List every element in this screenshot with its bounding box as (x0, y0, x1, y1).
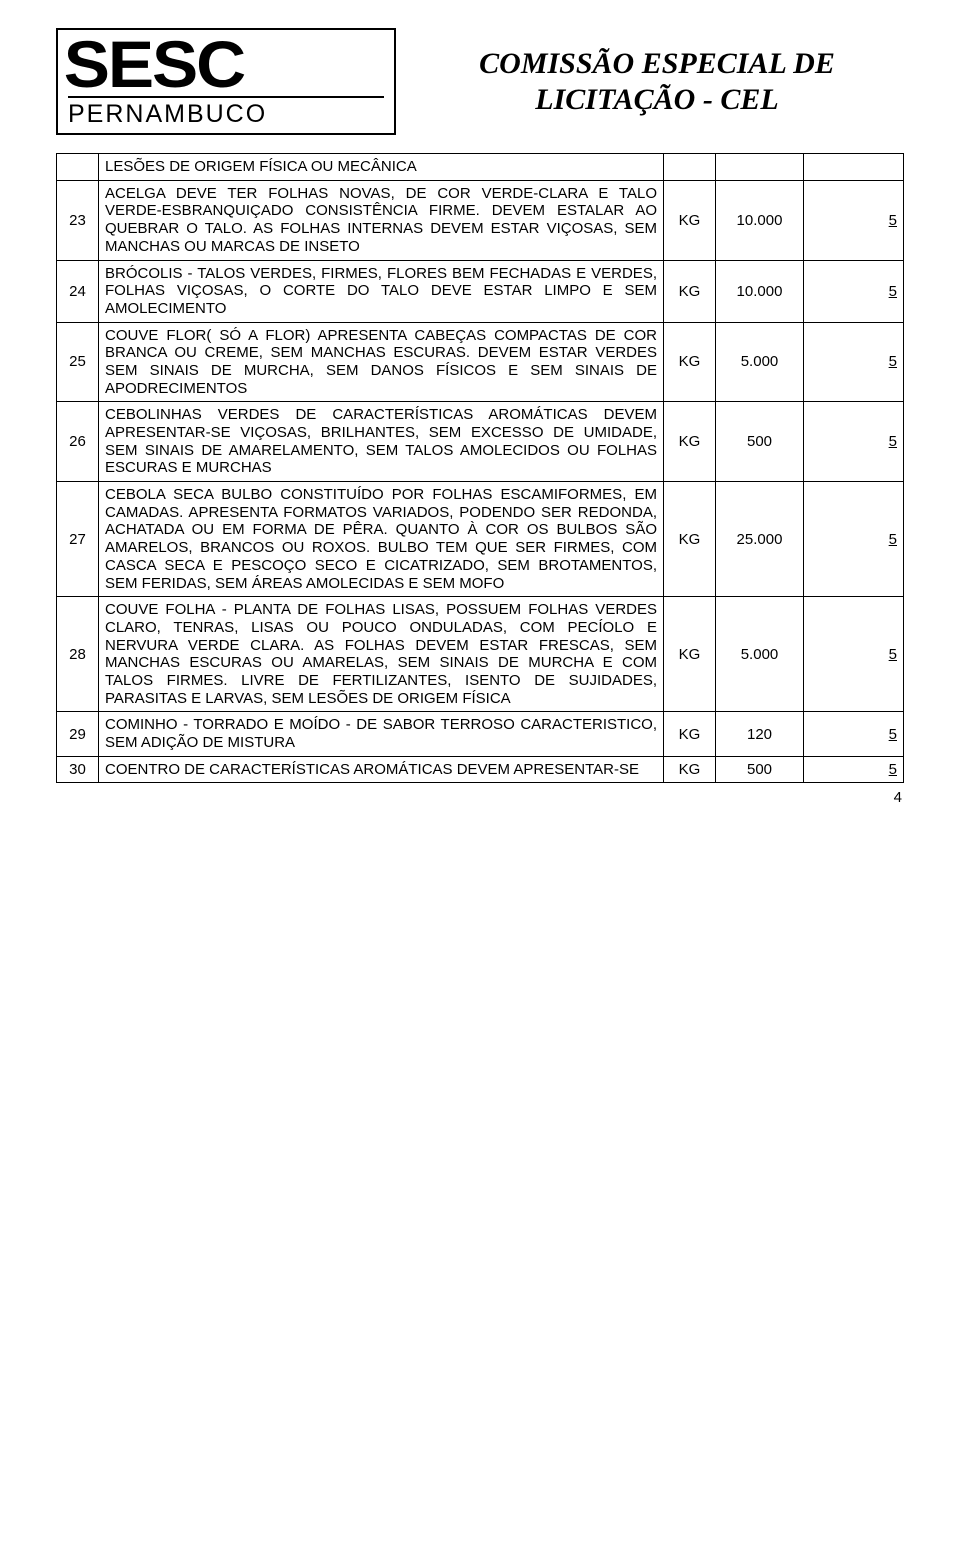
cell-last: 5 (804, 180, 904, 260)
cell-last: 5 (804, 756, 904, 783)
cell-desc: COMINHO - TORRADO E MOÍDO - DE SABOR TER… (99, 712, 664, 756)
table-row: 30 COENTRO DE CARACTERÍSTICAS AROMÁTICAS… (57, 756, 904, 783)
cell-unit: KG (664, 597, 716, 712)
page-number: 4 (56, 789, 904, 806)
cell-desc: ACELGA DEVE TER FOLHAS NOVAS, DE COR VER… (99, 180, 664, 260)
cell-num: 29 (57, 712, 99, 756)
cell-last: 5 (804, 712, 904, 756)
cell-qty: 120 (716, 712, 804, 756)
header: SESC PERNAMBUCO COMISSÃO ESPECIAL DE LIC… (56, 28, 904, 135)
cell-qty: 25.000 (716, 482, 804, 597)
cell-num: 24 (57, 260, 99, 322)
table-row: 24 BRÓCOLIS - TALOS VERDES, FIRMES, FLOR… (57, 260, 904, 322)
cell-qty: 500 (716, 756, 804, 783)
cell-unit: KG (664, 756, 716, 783)
cell-unit-empty (664, 154, 716, 181)
items-table: LESÕES DE ORIGEM FÍSICA OU MECÂNICA 23 A… (56, 153, 904, 783)
cell-unit: KG (664, 402, 716, 482)
cell-last: 5 (804, 260, 904, 322)
title-line-1: COMISSÃO ESPECIAL DE (479, 46, 835, 82)
cell-desc: CEBOLINHAS VERDES DE CARACTERÍSTICAS ARO… (99, 402, 664, 482)
cell-num: 23 (57, 180, 99, 260)
cell-desc: CEBOLA SECA BULBO CONSTITUÍDO POR FOLHAS… (99, 482, 664, 597)
cell-unit: KG (664, 180, 716, 260)
cell-last: 5 (804, 402, 904, 482)
logo-main: SESC (64, 36, 244, 92)
cell-unit: KG (664, 260, 716, 322)
cell-unit: KG (664, 322, 716, 402)
cell-last: 5 (804, 482, 904, 597)
cell-last: 5 (804, 597, 904, 712)
table-row-header-continuation: LESÕES DE ORIGEM FÍSICA OU MECÂNICA (57, 154, 904, 181)
cell-num: 28 (57, 597, 99, 712)
cell-last: 5 (804, 322, 904, 402)
cell-desc-top: LESÕES DE ORIGEM FÍSICA OU MECÂNICA (99, 154, 664, 181)
cell-qty: 5.000 (716, 322, 804, 402)
cell-desc: COUVE FOLHA - PLANTA DE FOLHAS LISAS, PO… (99, 597, 664, 712)
cell-desc: COENTRO DE CARACTERÍSTICAS AROMÁTICAS DE… (99, 756, 664, 783)
table-row: 26 CEBOLINHAS VERDES DE CARACTERÍSTICAS … (57, 402, 904, 482)
title-box: COMISSÃO ESPECIAL DE LICITAÇÃO - CEL (410, 28, 904, 135)
cell-qty: 10.000 (716, 260, 804, 322)
cell-qty-empty (716, 154, 804, 181)
cell-num: 30 (57, 756, 99, 783)
table-row: 28 COUVE FOLHA - PLANTA DE FOLHAS LISAS,… (57, 597, 904, 712)
cell-last-empty (804, 154, 904, 181)
page: SESC PERNAMBUCO COMISSÃO ESPECIAL DE LIC… (0, 0, 960, 826)
table-row: 29 COMINHO - TORRADO E MOÍDO - DE SABOR … (57, 712, 904, 756)
cell-desc: COUVE FLOR( SÓ A FLOR) APRESENTA CABEÇAS… (99, 322, 664, 402)
cell-qty: 500 (716, 402, 804, 482)
cell-num-empty (57, 154, 99, 181)
table-row: 25 COUVE FLOR( SÓ A FLOR) APRESENTA CABE… (57, 322, 904, 402)
cell-unit: KG (664, 712, 716, 756)
cell-qty: 5.000 (716, 597, 804, 712)
cell-desc: BRÓCOLIS - TALOS VERDES, FIRMES, FLORES … (99, 260, 664, 322)
logo-sub: PERNAMBUCO (68, 100, 267, 129)
table-row: 27 CEBOLA SECA BULBO CONSTITUÍDO POR FOL… (57, 482, 904, 597)
cell-num: 26 (57, 402, 99, 482)
title-line-2: LICITAÇÃO - CEL (535, 82, 778, 118)
cell-num: 25 (57, 322, 99, 402)
table-row: 23 ACELGA DEVE TER FOLHAS NOVAS, DE COR … (57, 180, 904, 260)
cell-unit: KG (664, 482, 716, 597)
cell-num: 27 (57, 482, 99, 597)
cell-qty: 10.000 (716, 180, 804, 260)
logo-box: SESC PERNAMBUCO (56, 28, 396, 135)
